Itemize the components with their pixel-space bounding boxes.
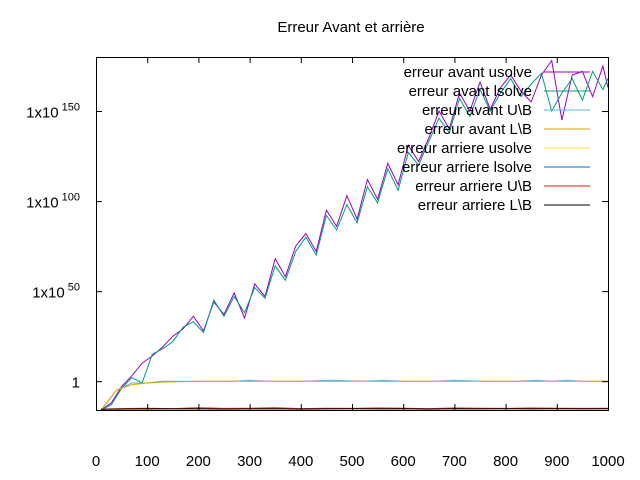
series-line-2 xyxy=(100,70,608,410)
x-tick-label: 400 xyxy=(288,453,313,470)
x-axis: 0 100 200 300 400 500 600 700 800 900 1000 xyxy=(92,57,625,470)
legend-label-4: erreur avant L\B xyxy=(424,121,532,138)
x-tick-label: 300 xyxy=(237,453,262,470)
x-tick-label: 900 xyxy=(544,453,569,470)
series-line-1 xyxy=(100,59,608,410)
x-tick-label: 1000 xyxy=(591,453,624,470)
x-tick-label: 200 xyxy=(186,453,211,470)
y-axis: 1 1x10 50 1x10 100 1x10 150 xyxy=(26,102,608,392)
x-tick-label: 100 xyxy=(135,453,160,470)
y-tick-label: 1x10 50 xyxy=(32,282,80,302)
x-tick-label: 500 xyxy=(339,453,364,470)
legend-label-5: erreur arriere usolve xyxy=(397,140,532,157)
legend-label-3: erreur avant U\B xyxy=(422,102,532,119)
series-line-6 xyxy=(147,413,608,437)
chart-title: Erreur Avant et arrière xyxy=(277,19,424,36)
y-tick-label: 1x10 100 xyxy=(26,192,80,212)
legend-label-6: erreur arriere lsolve xyxy=(402,159,532,176)
y-tick-label: 1x10 150 xyxy=(26,102,80,122)
legend-label-2: erreur avant lsolve xyxy=(409,83,532,100)
series-line-8 xyxy=(101,408,608,410)
series-line-3 xyxy=(100,379,608,410)
x-tick-label: 800 xyxy=(493,453,518,470)
legend-label-1: erreur avant usolve xyxy=(404,64,532,81)
legend: erreur avant usolve erreur avant lsolve er… xyxy=(397,64,590,214)
x-tick-label: 600 xyxy=(391,453,416,470)
x-tick-label: 700 xyxy=(442,453,467,470)
series-line-4 xyxy=(100,380,608,410)
legend-label-7: erreur arriere U\B xyxy=(415,178,532,195)
y-tick-label: 1 xyxy=(72,375,80,392)
x-tick-label: 0 xyxy=(92,453,100,470)
legend-label-8: erreur arriere L\B xyxy=(418,197,532,214)
